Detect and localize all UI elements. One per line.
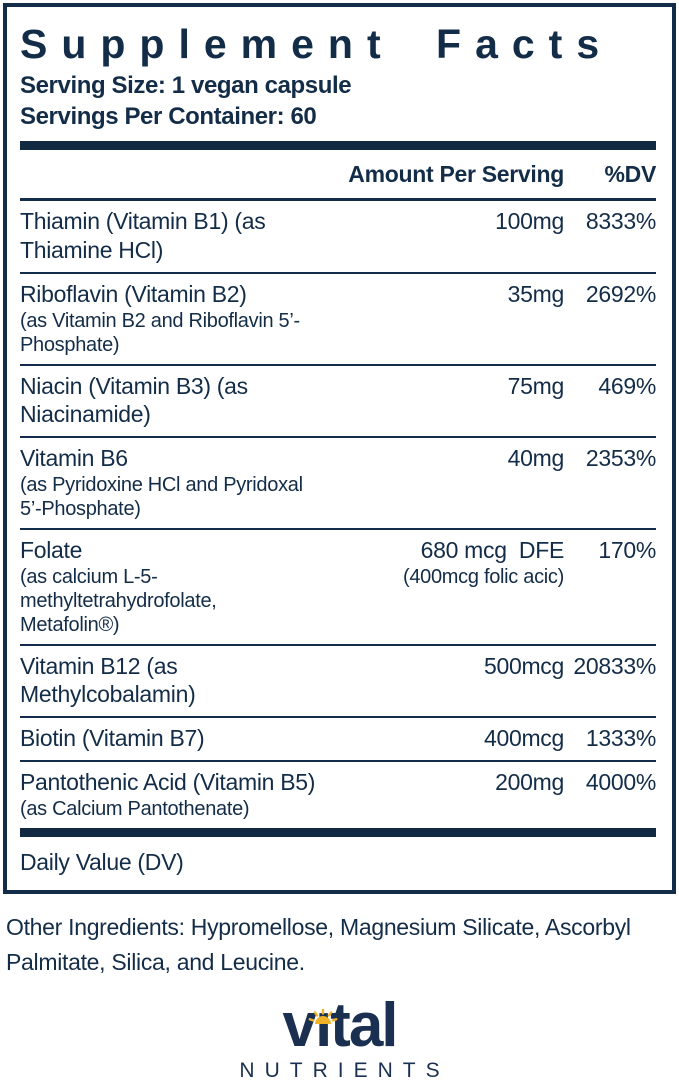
nutrient-dv: 2353%: [585, 445, 656, 472]
nutrient-dv: 4000%: [585, 768, 656, 795]
nutrient-amount: 35mg: [507, 280, 565, 307]
nutrient-source: (as calcium L-5-methyltetrahydrofolate, …: [20, 565, 217, 636]
table-row: Riboflavin (Vitamin B2) (as Vitamin B2 a…: [20, 274, 656, 366]
table-row: Vitamin B6 (as Pyridoxine HCl and Pyrido…: [20, 438, 656, 530]
other-ingredients: Other Ingredients: Hypromellose, Magnesi…: [6, 913, 631, 976]
table-row: Biotin (Vitamin B7) 400mcg 1333%: [20, 718, 656, 762]
table-row: Niacin (Vitamin B3) (as Niacinamide) 75m…: [20, 366, 656, 439]
table-header-row: Amount Per Serving %DV: [20, 150, 656, 202]
nutrient-amount: 200mg: [495, 768, 564, 795]
supplement-facts-panel: Supplement Facts Serving Size: 1 vegan c…: [3, 3, 676, 894]
logo-letter-i: ı: [308, 994, 337, 1057]
nutrient-dv: 20833%: [573, 652, 656, 679]
logo-letters-tal: tal: [330, 990, 398, 1060]
column-header-dv: %DV: [604, 161, 656, 188]
divider-thick-top: [20, 141, 656, 151]
nutrient-amount: 100mg: [495, 208, 564, 235]
column-header-amount: Amount Per Serving: [348, 161, 564, 188]
nutrient-dv: 1333%: [585, 725, 656, 752]
nutrient-amount: 75mg: [507, 372, 565, 399]
sun-icon: [308, 974, 338, 1036]
nutrient-source: (as Pyridoxine HCl and Pyridoxal 5’-Phos…: [20, 473, 303, 520]
nutrient-name: Riboflavin (Vitamin B2): [20, 280, 247, 307]
nutrient-name: Biotin (Vitamin B7): [20, 725, 205, 752]
nutrient-name: Vitamin B6: [20, 445, 128, 472]
table-row: Pantothenic Acid (Vitamin B5) (as Calciu…: [20, 762, 656, 828]
table-row: Folate (as calcium L-5-methyltetrahydrof…: [20, 530, 656, 646]
nutrient-amount: 680 mcg DFE: [420, 536, 565, 563]
supplement-label-page: Supplement Facts Serving Size: 1 vegan c…: [0, 3, 679, 1082]
serving-size: Serving Size: 1 vegan capsule: [20, 72, 352, 100]
nutrient-dv: 469%: [598, 372, 656, 399]
nutrient-amount: 40mg: [507, 445, 565, 472]
nutrient-source: (as Calcium Pantothenate): [20, 797, 250, 820]
nutrient-dv: 170%: [598, 536, 656, 563]
table-row: Thiamin (Vitamin B1) (as Thiamine HCl) 1…: [20, 201, 656, 274]
nutrient-source: (as Vitamin B2 and Riboflavin 5’-Phospha…: [20, 309, 300, 356]
divider-thick-bottom: [20, 827, 656, 837]
nutrient-name: Niacin (Vitamin B3) (as Niacinamide): [20, 372, 248, 428]
logo-wordmark: v ıtal: [282, 994, 398, 1057]
logo-subtitle: NUTRIENTS: [239, 1058, 450, 1082]
nutrient-amount-note: (400mcg folic acic): [402, 565, 564, 588]
nutrient-dv: 8333%: [585, 208, 656, 235]
brand-logo: v ıtal NUTRIENTS: [0, 994, 679, 1083]
nutrient-name: Folate: [20, 536, 83, 563]
nutrient-rows: Thiamin (Vitamin B1) (as Thiamine HCl) 1…: [20, 201, 656, 827]
nutrient-amount: 400mcg: [483, 725, 564, 752]
nutrient-name: Thiamin (Vitamin B1) (as Thiamine HCl): [20, 208, 266, 264]
nutrient-dv: 2692%: [585, 280, 656, 307]
nutrient-name: Vitamin B12 (as Methylcobalamin): [20, 652, 196, 708]
nutrient-name: Pantothenic Acid (Vitamin B5): [20, 768, 316, 795]
servings-per-container: Servings Per Container: 60: [20, 103, 317, 131]
nutrient-amount: 500mcg: [483, 652, 564, 679]
daily-value-footnote: Daily Value (DV): [20, 848, 184, 875]
panel-title: Supplement Facts: [20, 21, 614, 67]
table-row: Vitamin B12 (as Methylcobalamin) 500mcg …: [20, 646, 656, 719]
